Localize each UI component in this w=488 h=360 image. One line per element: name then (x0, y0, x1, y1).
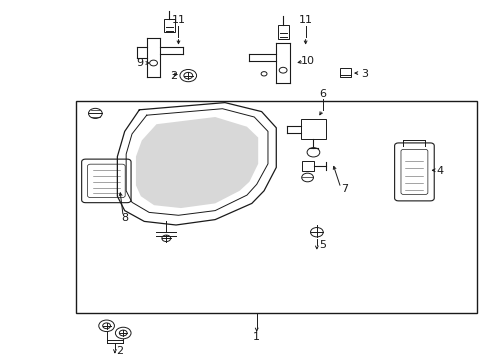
Text: 10: 10 (301, 56, 314, 66)
Text: 1: 1 (253, 332, 260, 342)
Bar (301, 161, 313, 171)
Polygon shape (136, 117, 258, 208)
Bar (339, 68, 350, 77)
Text: 11: 11 (298, 15, 312, 25)
Text: 3: 3 (360, 69, 367, 79)
Bar (163, 19, 174, 32)
Text: 9: 9 (136, 58, 142, 68)
Text: 7: 7 (341, 184, 347, 194)
Text: 2: 2 (116, 346, 123, 356)
Text: 4: 4 (436, 166, 443, 176)
Text: 6: 6 (319, 89, 325, 99)
Text: 11: 11 (171, 15, 185, 25)
Bar (300, 119, 325, 139)
Text: 5: 5 (319, 240, 325, 250)
Text: 8: 8 (121, 213, 128, 223)
Text: 2: 2 (170, 71, 177, 81)
Bar (277, 25, 288, 39)
Bar (76, 101, 476, 313)
